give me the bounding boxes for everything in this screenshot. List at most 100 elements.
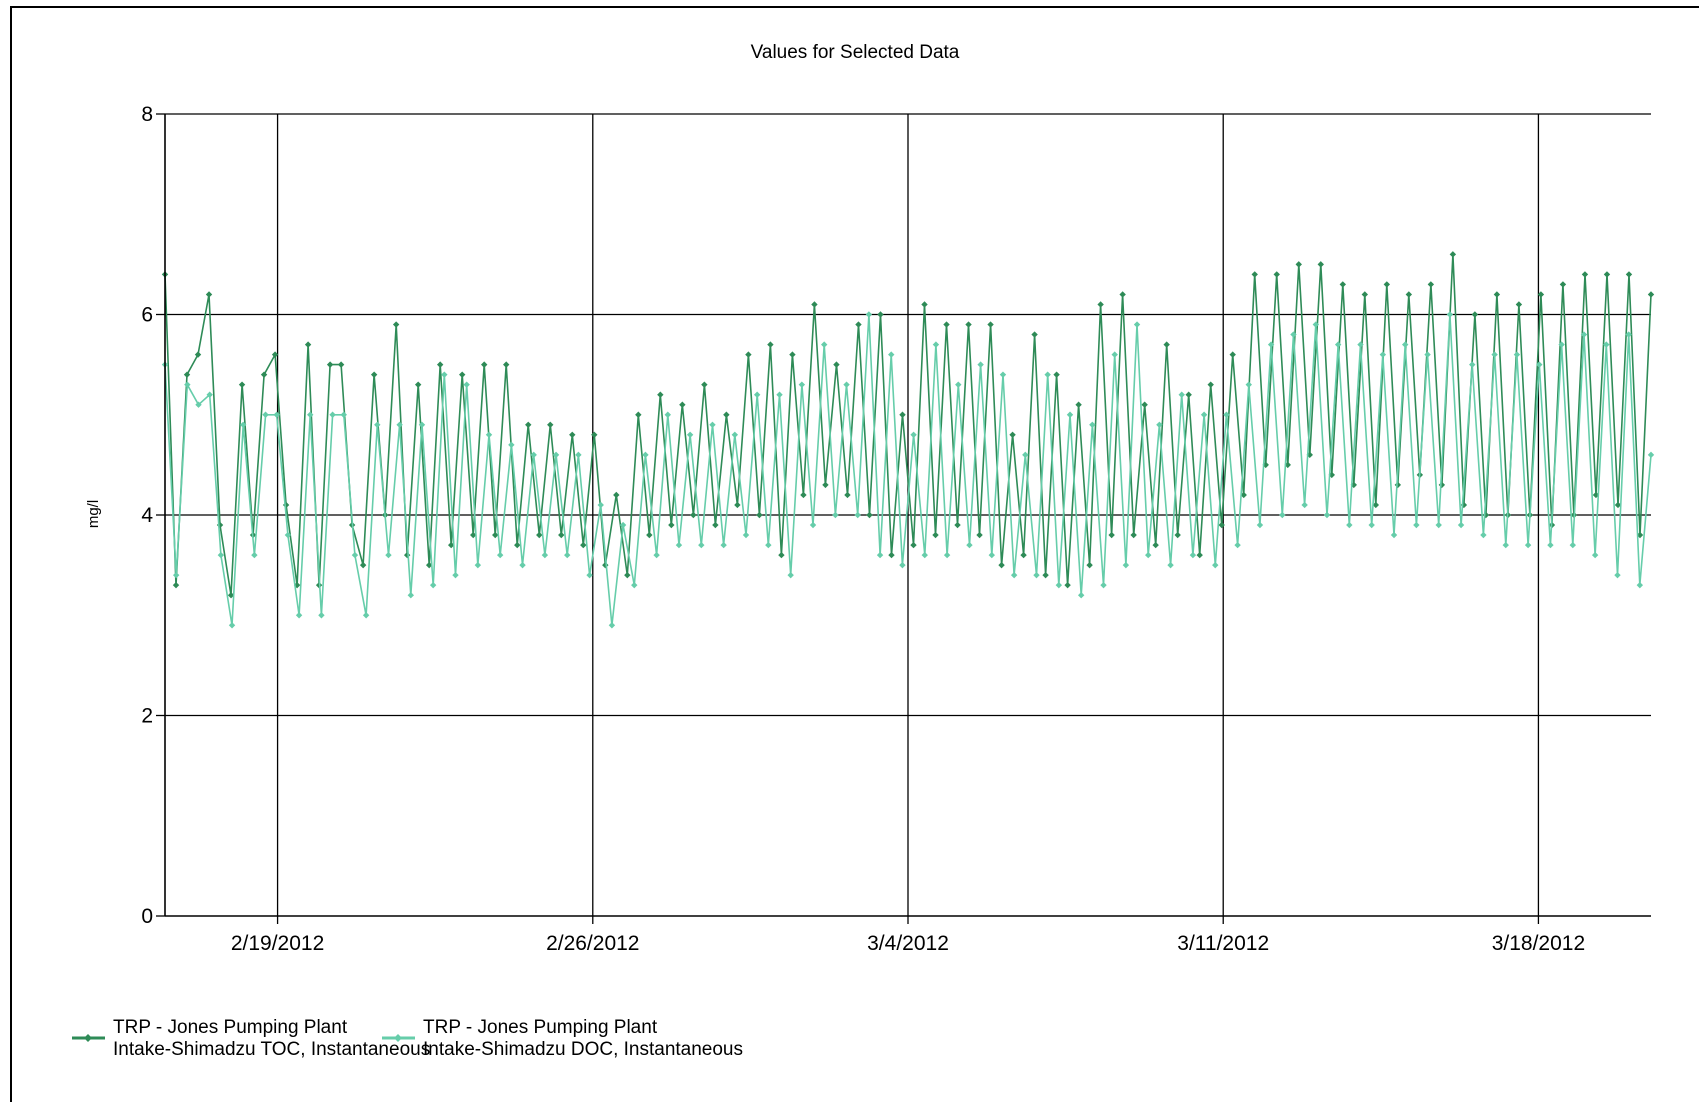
data-point [809, 521, 817, 529]
data-point [1167, 561, 1174, 569]
data-point [866, 511, 873, 519]
data-point [865, 311, 873, 318]
data-point [712, 521, 719, 529]
data-point [1189, 551, 1197, 559]
data-point [876, 551, 884, 559]
data-point [899, 561, 906, 569]
data-point [1284, 461, 1291, 469]
data-point [429, 581, 437, 589]
data-point [686, 431, 694, 438]
data-point [216, 521, 224, 529]
data-point [452, 571, 459, 579]
data-point [307, 411, 314, 418]
data-point [1174, 531, 1181, 539]
data-point [1471, 311, 1479, 318]
data-point [530, 451, 537, 459]
data-point [459, 371, 466, 378]
data-point [668, 521, 675, 529]
data-point [1482, 511, 1490, 519]
legend-label: TRP - Jones Pumping Plant [423, 1017, 658, 1038]
data-point [921, 301, 928, 308]
data-point [1361, 291, 1369, 298]
data-point [1229, 351, 1236, 358]
data-point [800, 491, 807, 499]
legend-label: Intake-Shimadzu DOC, Instantaneous [423, 1039, 743, 1060]
data-point [987, 321, 994, 328]
data-point [1207, 381, 1214, 388]
legend-label: TRP - Jones Pumping Plant [113, 1017, 348, 1038]
data-point [778, 551, 785, 559]
data-point [753, 391, 761, 398]
data-point [1119, 291, 1126, 298]
legend-label: Intake-Shimadzu TOC, Instantaneous [113, 1039, 430, 1060]
data-point [337, 361, 345, 368]
data-point [547, 421, 554, 428]
data-point [1405, 291, 1413, 298]
data-point [385, 551, 392, 559]
data-point [664, 411, 671, 418]
data-point [1513, 351, 1521, 358]
data-point [1163, 341, 1170, 348]
data-point [1390, 531, 1398, 539]
data-point [854, 511, 861, 519]
legend: TRP - Jones Pumping PlantIntake-Shimadzu… [72, 1017, 743, 1060]
data-point [172, 581, 180, 589]
data-point [988, 551, 995, 559]
data-point [597, 501, 604, 509]
data-point [832, 511, 839, 519]
data-point [1145, 551, 1152, 559]
data-point [1427, 281, 1435, 288]
chart-frame [10, 6, 1699, 1102]
data-point [1569, 541, 1576, 549]
data-point [720, 541, 727, 549]
data-point [1334, 341, 1342, 348]
data-point [822, 481, 829, 489]
data-point [1580, 331, 1588, 338]
data-point [1064, 581, 1071, 589]
data-point [1152, 541, 1159, 549]
data-point [508, 441, 515, 449]
data-point [240, 421, 247, 428]
data-point [284, 531, 292, 539]
data-point [558, 531, 565, 539]
data-point [1042, 571, 1049, 579]
data-point [679, 401, 686, 408]
data-point [1323, 511, 1331, 519]
y-tick-label: 2 [141, 705, 153, 728]
legend-entry-1: TRP - Jones Pumping PlantIntake-Shimadzu… [72, 1017, 430, 1060]
y-tick-label: 4 [141, 504, 153, 527]
data-point [1401, 341, 1409, 348]
data-point [608, 622, 616, 629]
data-point [767, 341, 774, 348]
data-point [1350, 481, 1357, 489]
data-point [844, 491, 851, 499]
data-point [955, 381, 962, 388]
data-point [271, 351, 279, 358]
data-point [1279, 511, 1286, 519]
data-point [227, 592, 235, 599]
data-point [698, 541, 705, 549]
legend-marker [394, 1034, 402, 1042]
data-point [374, 421, 381, 428]
data-point [436, 361, 444, 368]
data-point [821, 341, 828, 348]
data-point [519, 561, 526, 569]
data-point [798, 381, 806, 388]
data-point [1524, 541, 1532, 549]
data-point [789, 351, 796, 358]
data-point [470, 531, 477, 539]
data-point [657, 391, 664, 398]
data-point [1267, 341, 1275, 348]
y-axis-label: mg/l [85, 500, 102, 528]
chart-title: Values for Selected Data [751, 42, 960, 63]
data-point [260, 371, 268, 378]
data-point [1614, 501, 1622, 509]
data-point [723, 411, 730, 418]
data-point [1559, 281, 1567, 288]
data-point [441, 371, 448, 378]
data-point [1317, 261, 1324, 268]
data-point [1493, 291, 1501, 298]
data-point [329, 411, 336, 418]
data-point [536, 531, 543, 539]
